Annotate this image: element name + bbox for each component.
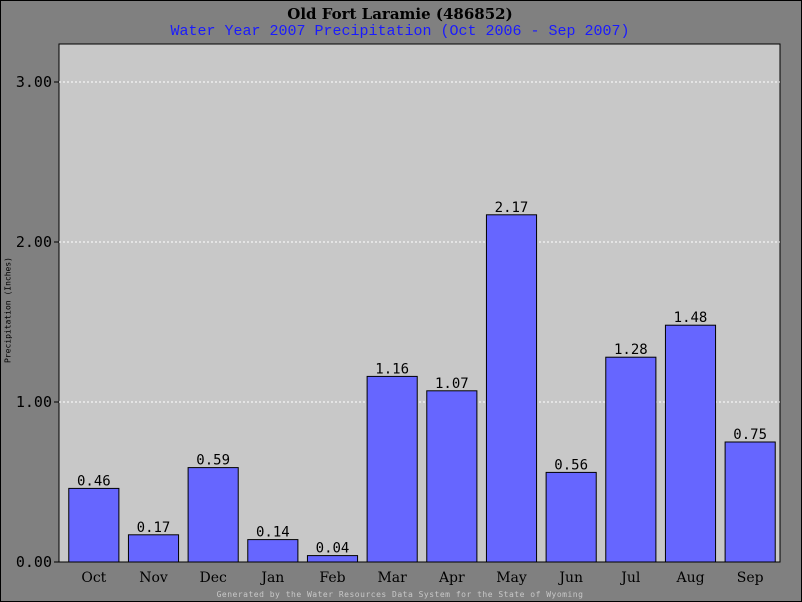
- bar: [366, 375, 418, 563]
- bar: [664, 324, 717, 563]
- bar: [545, 471, 597, 563]
- bar: [724, 441, 776, 563]
- bar-value-label: 1.07: [435, 376, 469, 392]
- bar: [68, 487, 120, 563]
- x-tick-label: Feb: [319, 570, 345, 586]
- bar: [426, 390, 478, 563]
- bar: [605, 356, 657, 563]
- bar-value-label: 2.17: [495, 200, 529, 216]
- bar-value-label: 1.48: [674, 310, 708, 326]
- x-tick-label: Oct: [81, 570, 106, 586]
- footer-credit: Generated by the Water Resources Data Sy…: [216, 590, 584, 599]
- bar-value-label: 0.56: [554, 457, 588, 473]
- bar-value-label: 0.75: [733, 427, 767, 443]
- bar: [485, 214, 538, 563]
- bar: [247, 539, 299, 563]
- x-tick-label: Nov: [139, 570, 168, 586]
- x-tick-label: Jan: [259, 570, 284, 586]
- x-tick-label: Aug: [675, 570, 704, 586]
- bar-value-label: 1.28: [614, 342, 648, 358]
- bar: [127, 534, 180, 563]
- x-tick-label: Jul: [619, 570, 641, 586]
- chart-subtitle: Water Year 2007 Precipitation (Oct 2006 …: [170, 23, 630, 40]
- x-tick-label: Dec: [199, 570, 227, 586]
- bar: [306, 555, 359, 563]
- x-tick-label: Jun: [557, 570, 583, 586]
- x-tick-label: Mar: [377, 570, 407, 586]
- bar-value-label: 0.59: [196, 453, 230, 469]
- bar-value-label: 0.04: [316, 541, 350, 557]
- bar-value-label: 0.17: [137, 520, 171, 536]
- plot-area: [58, 43, 781, 563]
- bar-value-label: 1.16: [375, 361, 409, 377]
- y-tick-label: 2.00: [16, 233, 52, 251]
- x-tick-label: May: [496, 570, 527, 586]
- bar-value-label: 0.46: [77, 473, 111, 489]
- y-tick-label: 0.00: [16, 553, 52, 571]
- bar: [187, 467, 239, 563]
- y-tick-label: 3.00: [16, 73, 52, 91]
- y-tick-label: 1.00: [16, 393, 52, 411]
- bar-value-label: 0.14: [256, 525, 290, 541]
- chart-title: Old Fort Laramie (486852): [287, 5, 513, 23]
- x-tick-label: Sep: [737, 570, 764, 586]
- x-tick-label: Apr: [438, 570, 465, 586]
